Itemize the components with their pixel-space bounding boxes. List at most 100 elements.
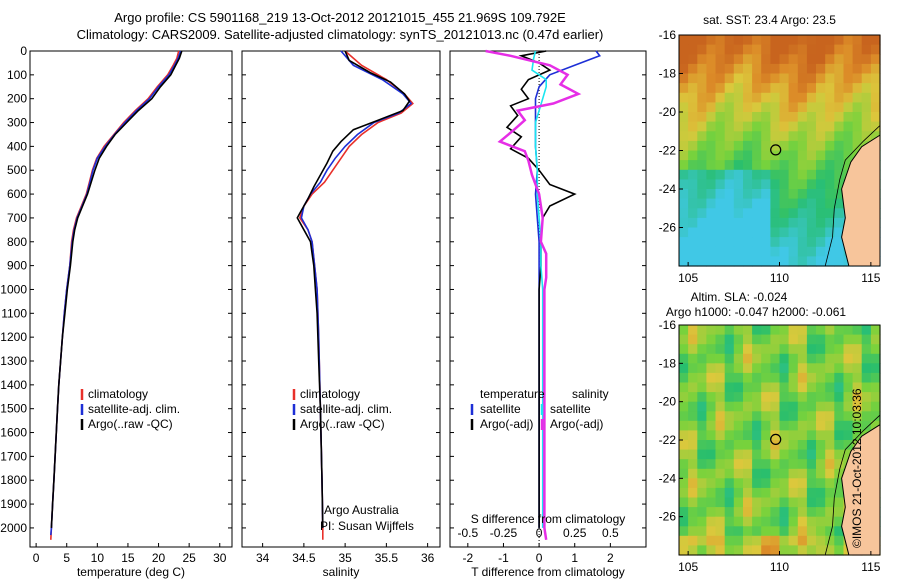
- map-cell: [779, 344, 790, 355]
- map-cell: [788, 73, 799, 84]
- map-cell: [679, 411, 689, 422]
- map-cell: [843, 353, 854, 364]
- depth-tick-label: 1000: [0, 282, 27, 296]
- map-cell: [806, 189, 817, 200]
- map-cell: [816, 227, 826, 238]
- map-cell: [770, 449, 781, 460]
- map-cell: [761, 44, 771, 55]
- map-cell: [743, 217, 753, 229]
- map-cell: [797, 449, 808, 460]
- land-mass: [841, 134, 881, 267]
- map-cell: [816, 246, 826, 257]
- map-cell: [870, 353, 881, 364]
- map-cell: [743, 246, 753, 257]
- map-cell: [743, 401, 753, 412]
- map-cell: [816, 449, 826, 460]
- map-cell: [843, 35, 854, 46]
- lat-tick-label: -24: [659, 471, 677, 485]
- s-diff-tick-label: -0.5: [457, 526, 478, 540]
- map-cell: [779, 507, 790, 518]
- s-diff-tick-label: -0.25: [490, 526, 518, 540]
- map-cell: [834, 430, 844, 441]
- map-cell: [752, 401, 762, 412]
- map-cell: [797, 150, 808, 161]
- map-cell: [788, 497, 799, 508]
- map-cell: [806, 497, 817, 508]
- map-cell: [779, 35, 790, 46]
- map-cell: [834, 83, 844, 94]
- depth-tick-label: 1900: [0, 497, 27, 511]
- map-cell: [788, 44, 799, 55]
- map-cell: [834, 102, 844, 113]
- map-cell: [816, 112, 826, 123]
- depth-tick-label: 900: [7, 259, 27, 273]
- depth-tick-label: 1800: [0, 473, 27, 487]
- map-cell: [706, 198, 717, 209]
- map-cell: [770, 478, 781, 489]
- map-cell: [706, 160, 717, 171]
- map-cell: [806, 92, 817, 103]
- map-cell: [697, 344, 707, 355]
- map-cell: [770, 83, 781, 94]
- map-cell: [770, 497, 781, 508]
- map-cell: [688, 227, 698, 238]
- map-cell: [806, 440, 817, 451]
- map-cell: [688, 325, 698, 336]
- map-cell: [788, 150, 799, 161]
- map-cell: [788, 535, 799, 546]
- map-cell: [779, 246, 790, 257]
- map-cell: [733, 256, 744, 267]
- map-cell: [706, 545, 717, 556]
- map-cell: [679, 73, 689, 84]
- map-cell: [779, 478, 790, 489]
- map-cell: [688, 44, 698, 55]
- map-cell: [706, 44, 717, 55]
- series-argo-raw-qc-: [296, 50, 411, 528]
- map-cell: [834, 198, 844, 209]
- map-cell: [724, 353, 735, 364]
- map-cell: [870, 54, 881, 65]
- map-cell: [706, 246, 717, 257]
- map-cell: [733, 334, 744, 345]
- depth-tick-label: 300: [7, 116, 27, 130]
- map-cell: [797, 131, 808, 142]
- map-cell: [825, 83, 835, 94]
- map-cell: [679, 372, 689, 384]
- map-cell: [679, 92, 689, 103]
- map-cell: [743, 256, 753, 267]
- map-cell: [806, 198, 817, 209]
- map-cell: [715, 54, 726, 65]
- depth-tick-label: 400: [7, 139, 27, 153]
- map-cell: [770, 189, 781, 200]
- map-cell: [679, 35, 689, 46]
- map-cell: [752, 545, 762, 556]
- map-cell: [743, 179, 753, 190]
- map-cell: [724, 392, 735, 403]
- map-cell: [752, 478, 762, 489]
- map-cell: [825, 112, 835, 123]
- map-cell: [816, 256, 826, 267]
- map-cell: [825, 353, 835, 364]
- map-cell: [715, 363, 726, 374]
- map-cell: [870, 334, 881, 345]
- legend-entry: satellite-adj. clim.: [300, 402, 392, 416]
- map-cell: [797, 411, 808, 422]
- map-cell: [761, 440, 771, 451]
- map-cell: [861, 392, 872, 403]
- legend-entry: Argo(..raw -QC): [300, 417, 385, 431]
- map-cell: [797, 63, 808, 75]
- map-cell: [743, 334, 753, 345]
- map-cell: [715, 468, 726, 479]
- map-cell: [752, 140, 762, 152]
- map-cell: [724, 487, 735, 499]
- map-cell: [779, 449, 790, 460]
- map-cell: [679, 392, 689, 403]
- map-cell: [861, 325, 872, 336]
- map-cell: [733, 392, 744, 403]
- map-cell: [788, 131, 799, 142]
- map-cell: [724, 382, 735, 393]
- map-cell: [706, 169, 717, 180]
- map-cell: [861, 334, 872, 345]
- map-cell: [870, 392, 881, 403]
- map-cell: [715, 401, 726, 412]
